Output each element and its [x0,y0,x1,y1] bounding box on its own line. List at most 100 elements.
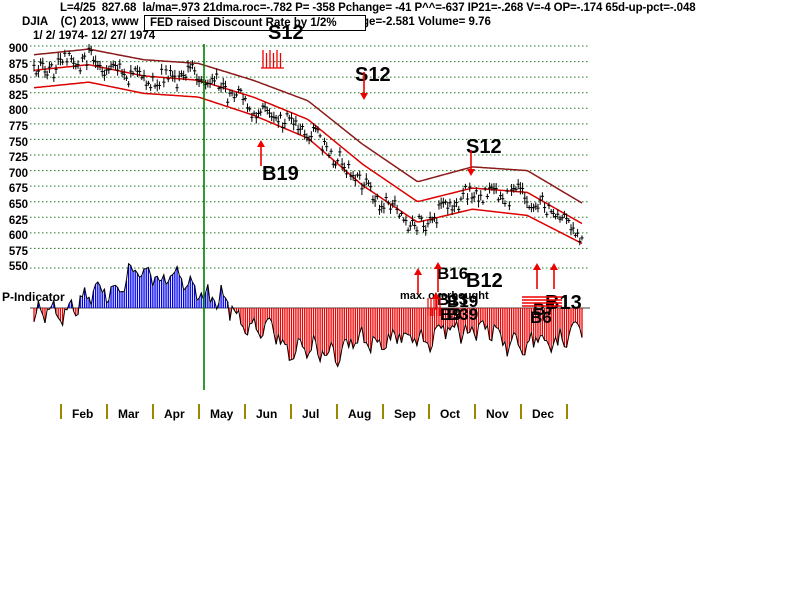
month-label-sep[interactable]: Sep [394,407,417,421]
ohlc-bar [338,147,342,157]
month-label-jun[interactable]: Jun [256,407,278,421]
ohlc-bar [362,181,366,189]
ohlc-bar [69,55,74,63]
ohlc-bar [138,66,142,77]
ohlc-bar [384,192,388,203]
month-label-feb[interactable]: Feb [72,407,94,421]
ohlc-bar [325,142,329,152]
ohlc-bar [131,71,135,76]
month-tick [566,404,568,419]
signal-label-b19[interactable]: B19 [447,292,479,311]
y-axis-tick-label: 550 [8,261,28,274]
ohlc-bar [525,195,529,209]
change-volume-label: nge=-2.581 Volume= 9.76 [355,16,491,28]
ohlc-bar [39,58,43,67]
ohlc-bar [303,129,307,140]
ohlc-bar [545,211,549,218]
ohlc-bar [116,64,120,76]
month-tick [60,404,62,419]
ohlc-bar [520,182,525,195]
ohlc-bar [333,161,338,169]
ohlc-bar [151,72,155,82]
ohlc-bar [463,183,467,190]
ohlc-bar [113,61,118,70]
price-plot[interactable] [30,44,590,262]
month-label-aug[interactable]: Aug [348,407,372,421]
ohlc-bar [234,92,239,98]
y-axis-tick-label: 875 [8,58,28,71]
overbought-marker-cluster [427,298,441,316]
ohlc-bar [366,180,371,187]
ohlc-bar [149,84,153,92]
ohlc-bar [140,75,144,81]
signal-label-b13[interactable]: B13 [437,290,469,309]
ohlc-bar [404,215,408,226]
ohlc-bar [162,76,166,88]
ohlc-bar [406,227,410,234]
date-range-label: 1/ 2/ 1974- 12/ 27/ 1974 [33,30,156,42]
ohlc-bar [470,192,474,204]
ohlc-bar [391,199,395,208]
month-label-apr[interactable]: Apr [164,407,185,421]
ohlc-bar [393,195,397,207]
ohlc-bars [32,44,584,246]
symbol-and-copyright: DJIA (C) 2013, www [22,16,139,28]
signal-label-b16[interactable]: B16 [437,264,469,283]
month-label-jul[interactable]: Jul [302,407,320,421]
ohlc-bar [307,135,311,145]
ohlc-bar [443,199,448,205]
ohlc-bar [448,198,452,208]
ohlc-bar [340,158,344,171]
ohlc-bar [481,199,485,205]
ohlc-bar [465,193,470,205]
fed-event-callout[interactable]: FED raised Discount Rate by 1/2% [144,15,366,31]
indicator-gridlines [30,267,590,309]
ohlc-bar [276,115,280,128]
ohlc-bar [503,200,507,207]
ohlc-bar [573,232,577,238]
month-label-oct[interactable]: Oct [440,407,461,421]
signal-label-s12[interactable]: S12 [466,136,502,158]
signal-label-b39[interactable]: B39 [447,305,479,324]
ohlc-bar [230,89,234,97]
signal-label-b9[interactable]: B9 [440,305,462,324]
ohlc-bar [426,220,430,228]
signal-label-b12[interactable]: B12 [466,270,503,292]
ohlc-bar [41,57,45,70]
ohlc-bar [164,65,168,75]
ohlc-bar [58,53,63,66]
ohlc-bar [454,198,459,208]
p-indicator-plot[interactable] [30,262,590,390]
ohlc-bar [166,75,170,83]
ohlc-bar [336,158,340,164]
ohlc-bar [507,201,511,211]
month-label-mar[interactable]: Mar [118,407,140,421]
ohlc-bar [439,197,443,209]
ohlc-bar [188,63,192,72]
ohlc-bar [184,74,188,81]
ohlc-bar [461,187,465,200]
band-lines [33,48,583,245]
signal-label-s12[interactable]: S12 [268,22,304,44]
ohlc-bar [450,204,454,215]
signal-label-b6[interactable]: B6 [530,308,552,327]
ohlc-bar [74,63,78,70]
month-label-nov[interactable]: Nov [486,407,509,421]
ohlc-bar [221,77,225,90]
ohlc-bar [318,133,322,139]
signal-label-b19[interactable]: B19 [262,163,299,185]
month-label-dec[interactable]: Dec [532,407,555,421]
ohlc-bar [54,64,58,74]
ohlc-bar [142,69,146,82]
ohlc-bar [580,235,584,241]
ohlc-bar [569,224,573,236]
ohlc-bar [459,196,463,202]
signal-label-b7[interactable]: B7 [533,300,555,319]
month-label-may[interactable]: May [210,407,234,421]
y-axis-tick-label: 900 [8,43,28,55]
month-tick [152,404,154,419]
ohlc-bar [388,204,393,214]
ohlc-bar [531,203,536,212]
max-overbought-label: max. overbought [400,290,489,302]
month-tick [244,404,246,419]
